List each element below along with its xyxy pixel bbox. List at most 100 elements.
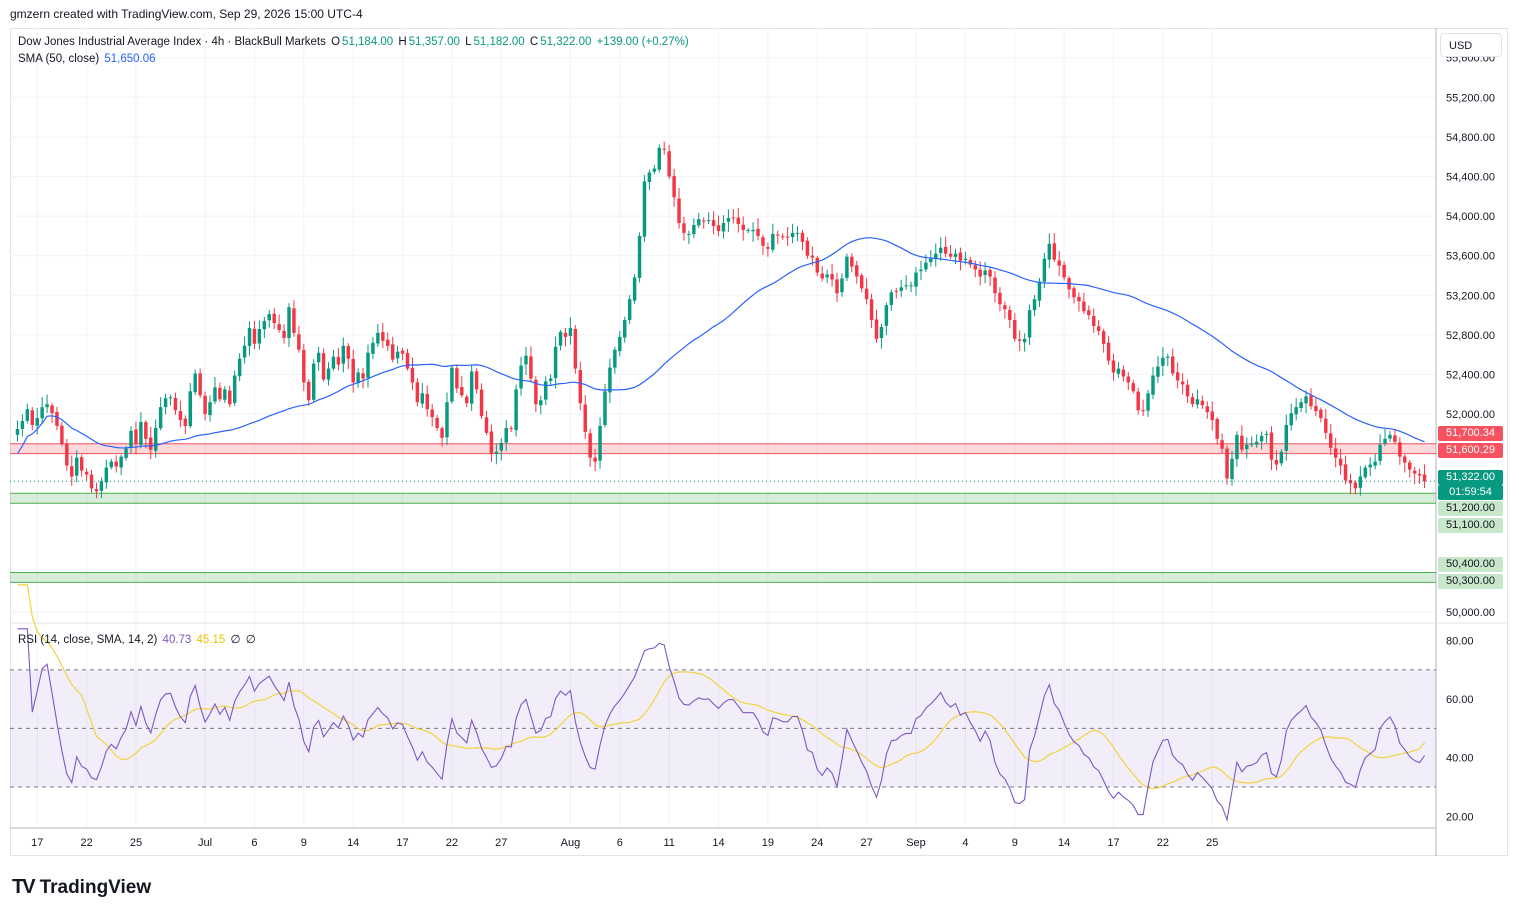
candle-body <box>1348 480 1353 484</box>
candle-body <box>450 367 454 402</box>
price-tick-label: 53,200.00 <box>1446 290 1495 302</box>
candle-body <box>178 411 183 421</box>
time-tick-label: 14 <box>347 837 359 849</box>
candle-body <box>573 328 578 369</box>
candle-body <box>376 332 380 344</box>
candle-body <box>553 346 558 378</box>
candle-body <box>455 368 459 389</box>
candle-body <box>277 324 281 330</box>
sma-legend: SMA (50, close) 51,650.06 <box>18 53 158 65</box>
resistance-top-tag: 51,700.34 <box>1438 426 1503 441</box>
time-tick-label: 4 <box>962 837 968 849</box>
candle-body <box>213 387 217 402</box>
candle-body <box>1092 316 1096 326</box>
candle-body <box>647 172 652 183</box>
candle-body <box>1013 319 1017 339</box>
candle-body <box>1146 393 1150 411</box>
candle-body <box>1151 375 1155 395</box>
candle-body <box>519 365 523 389</box>
candle-body <box>825 274 829 278</box>
time-tick-label: 24 <box>811 837 823 849</box>
candle-body <box>1368 464 1372 468</box>
candle-body <box>1230 458 1234 480</box>
candle-body <box>504 427 508 443</box>
time-tick-label: 27 <box>495 837 507 849</box>
candle-body <box>1383 438 1387 444</box>
candle-body <box>632 277 637 301</box>
currency-button[interactable]: USD <box>1440 33 1502 57</box>
candle-body <box>430 409 434 418</box>
candle-body <box>1161 357 1165 366</box>
candle-body <box>558 331 563 346</box>
candle-body <box>795 232 800 234</box>
candle-body <box>415 382 420 403</box>
candle-body <box>820 273 824 279</box>
candle-body <box>1052 243 1056 260</box>
candle-body <box>973 264 977 270</box>
candle-body <box>929 258 933 263</box>
candle-body <box>815 257 820 273</box>
time-tick-label: 22 <box>80 837 92 849</box>
time-tick-label: Jul <box>198 837 212 849</box>
candle-body <box>578 369 583 404</box>
candle-body <box>548 378 553 381</box>
candle-body <box>386 339 390 346</box>
time-tick-label: 22 <box>446 837 458 849</box>
candle-body <box>1309 395 1313 407</box>
time-tick-label: 19 <box>762 837 774 849</box>
candle-body <box>938 247 943 253</box>
candle-body <box>198 373 202 396</box>
candle-body <box>1205 406 1210 413</box>
candle-body <box>149 437 153 450</box>
candle-body <box>1087 310 1091 316</box>
candle-body <box>859 275 864 289</box>
candle-body <box>30 410 35 425</box>
candle-body <box>1407 462 1412 470</box>
candle-body <box>855 265 859 277</box>
candle-body <box>593 457 597 462</box>
rsi-tick-label: 20.00 <box>1446 811 1474 823</box>
candle-body <box>119 456 123 468</box>
candle-body <box>1200 400 1205 406</box>
candle-body <box>780 236 785 238</box>
price-tick-label: 53,600.00 <box>1446 251 1495 263</box>
candle-body <box>1240 435 1244 450</box>
candle-body <box>613 349 617 368</box>
time-tick-label: Aug <box>561 837 581 849</box>
candle-body <box>158 407 163 429</box>
level-zone-support <box>10 572 1436 583</box>
candle-body <box>1037 281 1042 301</box>
sma-value: 51,650.06 <box>104 53 156 65</box>
candle-body <box>25 409 30 421</box>
candle-body <box>321 353 326 380</box>
candle-body <box>741 224 745 230</box>
candle-body <box>395 351 400 359</box>
candle-body <box>687 233 691 235</box>
candle-body <box>608 367 612 393</box>
candle-body <box>785 236 790 238</box>
candle-body <box>183 418 188 426</box>
candle-body <box>1156 366 1160 377</box>
candle-body <box>460 387 464 396</box>
level-zone-support <box>10 493 1436 504</box>
candle-body <box>1185 384 1190 397</box>
candle-body <box>420 393 425 404</box>
candle-body <box>188 391 192 427</box>
candle-body <box>1358 476 1363 488</box>
rsi-tick-label: 40.00 <box>1446 753 1474 765</box>
candle-body <box>968 260 973 265</box>
candle-body <box>672 176 676 198</box>
price-tick-label: 55,600.00 <box>1446 53 1495 65</box>
candle-body <box>168 397 173 399</box>
candle-body <box>1047 243 1052 260</box>
chart-credit: gmzern created with TradingView.com, Sep… <box>10 7 363 21</box>
tradingview-logo[interactable]: TV TradingView <box>12 876 151 899</box>
candle-body <box>1082 301 1086 312</box>
candle-body <box>934 253 938 259</box>
candle-body <box>657 147 662 170</box>
candle-body <box>45 404 49 408</box>
candle-body <box>193 373 197 393</box>
candle-body <box>924 262 928 270</box>
rsi-extra-2: ∅ <box>245 634 256 646</box>
